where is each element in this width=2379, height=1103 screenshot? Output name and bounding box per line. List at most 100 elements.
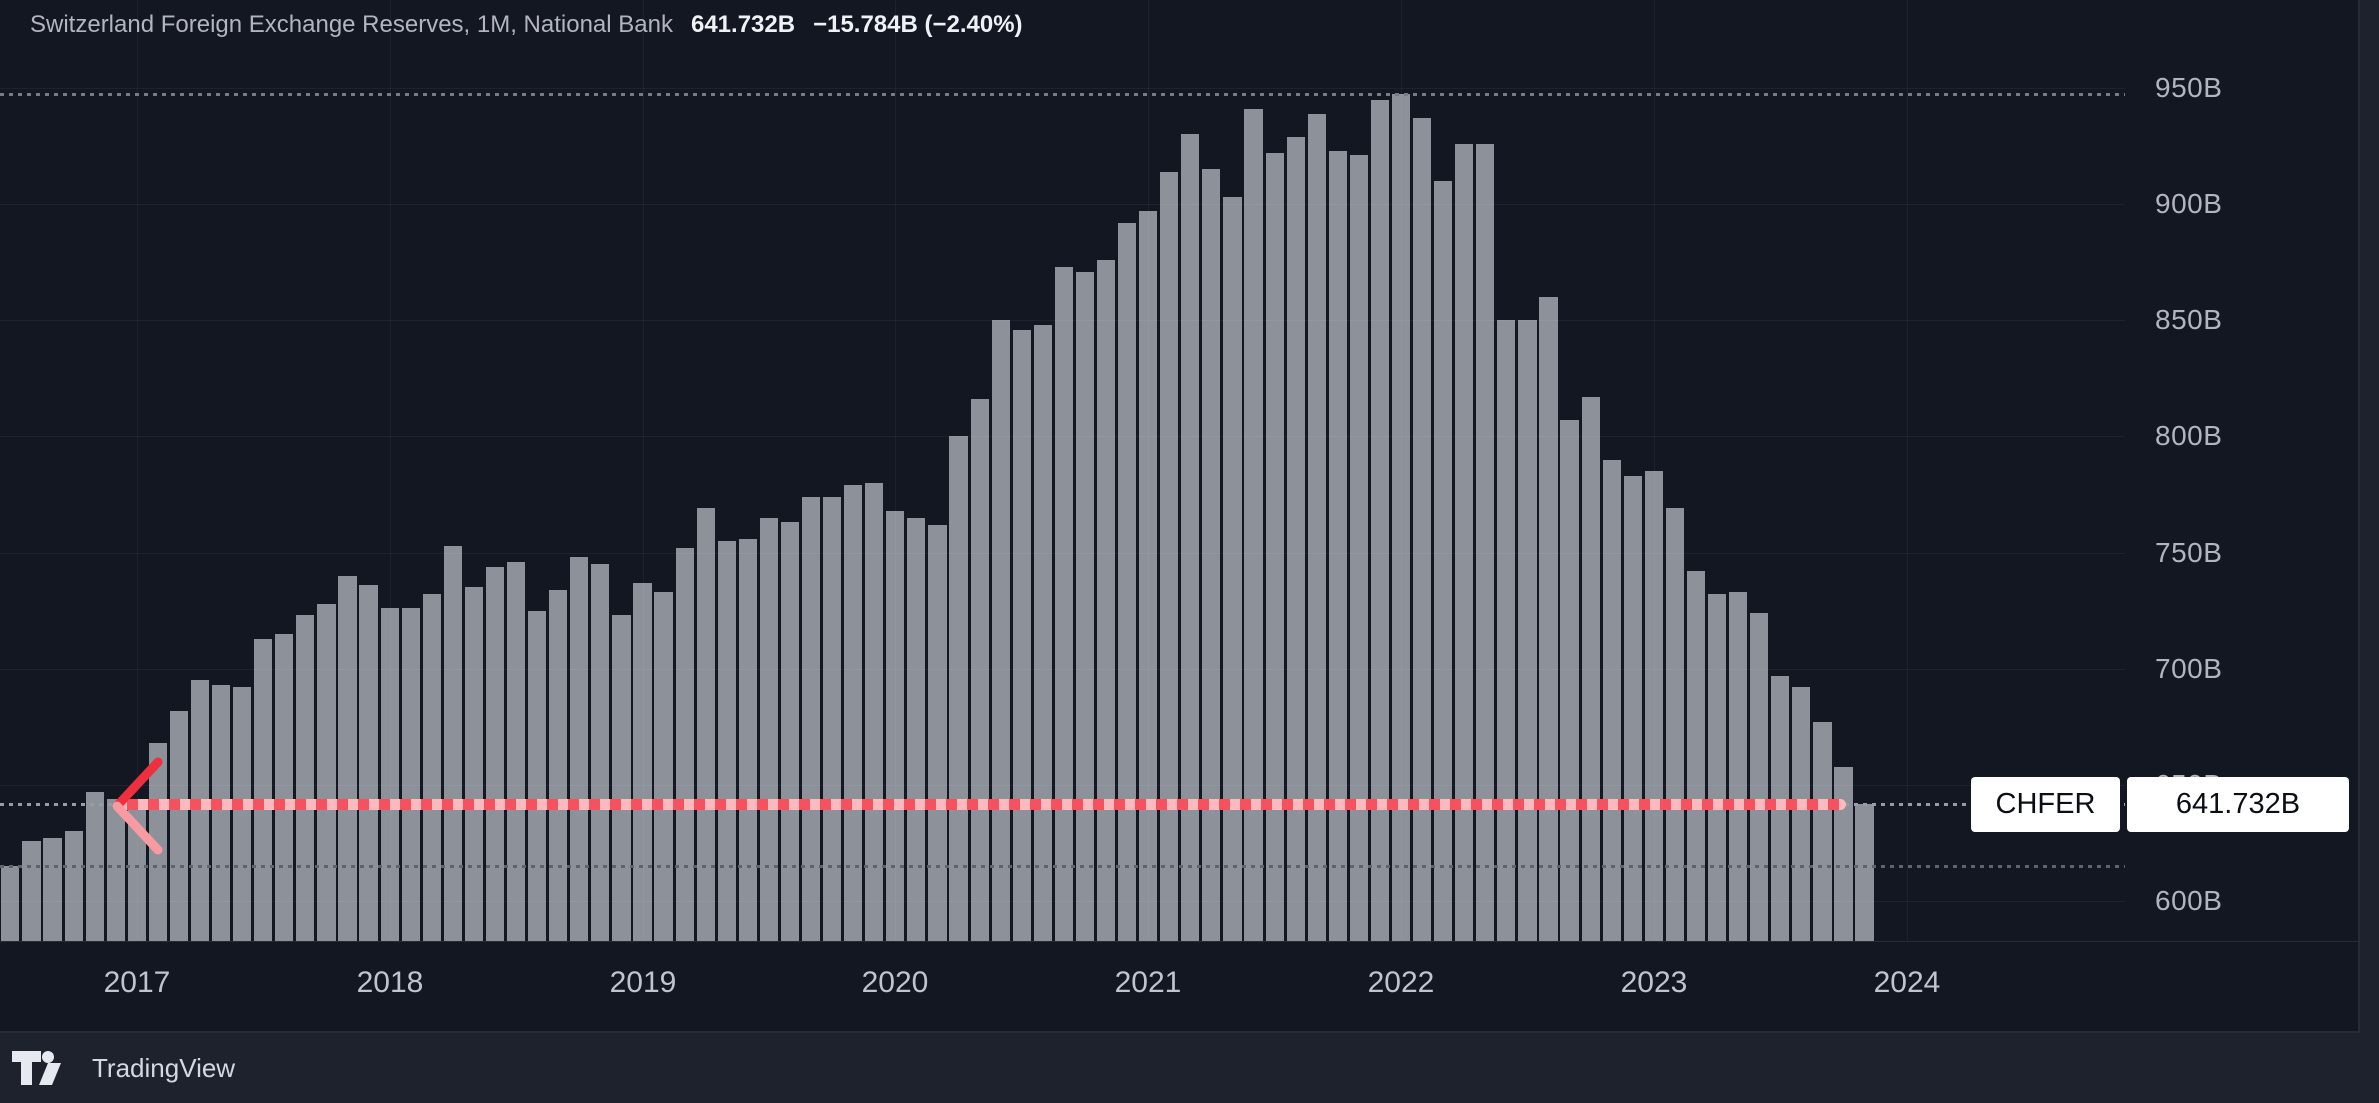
bar bbox=[1813, 722, 1832, 941]
bar bbox=[780, 522, 800, 941]
x-axis-label: 2022 bbox=[1367, 966, 1435, 999]
bar bbox=[212, 684, 231, 941]
bar bbox=[1, 866, 20, 941]
bar bbox=[1623, 475, 1642, 941]
y-gridline bbox=[0, 88, 2125, 89]
bar bbox=[865, 482, 884, 941]
bar bbox=[106, 798, 125, 941]
bar bbox=[1792, 687, 1811, 941]
y-gridline bbox=[0, 553, 2125, 554]
bar bbox=[43, 838, 62, 941]
y-gridline bbox=[0, 901, 2125, 902]
bar bbox=[1265, 153, 1284, 941]
bar bbox=[254, 638, 273, 941]
x-gridline bbox=[1907, 0, 1908, 941]
bar bbox=[485, 566, 505, 941]
bar bbox=[1160, 171, 1179, 941]
bar bbox=[928, 524, 947, 941]
bar bbox=[233, 687, 252, 941]
bar bbox=[380, 608, 399, 941]
bar bbox=[22, 840, 41, 941]
bar bbox=[1855, 804, 1874, 941]
y-axis-label: 850B bbox=[2155, 304, 2223, 335]
last-value: 641.732B bbox=[690, 11, 796, 38]
tradingview-logo-icon[interactable] bbox=[12, 1051, 78, 1085]
attribution-bar: TradingView bbox=[0, 1033, 2379, 1103]
bar bbox=[1054, 266, 1073, 941]
bar bbox=[1307, 113, 1326, 941]
high-dotted-line bbox=[0, 93, 2125, 96]
chart-legend[interactable]: Switzerland Foreign Exchange Reserves, 1… bbox=[30, 8, 1023, 42]
x-axis-label: 2023 bbox=[1620, 966, 1688, 999]
bar bbox=[886, 510, 905, 941]
bar bbox=[296, 615, 315, 941]
bar bbox=[464, 587, 484, 941]
bar bbox=[1096, 259, 1116, 941]
y-gridline bbox=[0, 669, 2125, 670]
bar bbox=[1455, 143, 1474, 941]
bar bbox=[64, 831, 83, 941]
bar bbox=[1539, 297, 1558, 941]
bar bbox=[1118, 222, 1137, 941]
bar bbox=[148, 743, 167, 941]
x-gridline bbox=[1148, 0, 1149, 941]
y-gridline bbox=[0, 785, 2125, 786]
low-dotted-line bbox=[0, 865, 2125, 868]
y-axis-label: 900B bbox=[2155, 188, 2223, 219]
left-arrow-icon bbox=[112, 757, 163, 855]
bar bbox=[1349, 155, 1368, 941]
y-axis-label: 700B bbox=[2155, 653, 2223, 684]
bar bbox=[1434, 180, 1453, 941]
bar bbox=[823, 496, 842, 941]
bar bbox=[675, 547, 694, 941]
bar bbox=[1075, 271, 1095, 941]
bar bbox=[1391, 94, 1411, 941]
x-axis-label: 2017 bbox=[103, 966, 171, 999]
x-axis-label: 2019 bbox=[609, 966, 677, 999]
bar bbox=[738, 538, 757, 941]
bar bbox=[970, 399, 989, 941]
bar bbox=[401, 608, 420, 941]
bar bbox=[1328, 150, 1347, 941]
bar bbox=[907, 517, 926, 941]
bar bbox=[1033, 324, 1052, 941]
tradingview-logo-text[interactable]: TradingView bbox=[92, 1052, 236, 1083]
bar bbox=[696, 508, 715, 941]
bar bbox=[1750, 612, 1769, 941]
change-value: −15.784B (−2.40%) bbox=[813, 11, 1023, 38]
x-gridline bbox=[390, 0, 391, 941]
bar bbox=[1834, 767, 1853, 941]
bar bbox=[717, 540, 736, 941]
bar bbox=[1602, 459, 1621, 941]
symbol-title[interactable]: Switzerland Foreign Exchange Reserves, 1… bbox=[30, 11, 673, 38]
bar bbox=[1707, 594, 1727, 941]
x-gridline bbox=[137, 0, 138, 941]
alert-line-dashes bbox=[117, 799, 1846, 810]
bar bbox=[1729, 592, 1748, 941]
bar bbox=[1370, 99, 1390, 941]
bar bbox=[991, 320, 1010, 941]
bar bbox=[801, 496, 821, 941]
bar bbox=[759, 517, 778, 941]
bar bbox=[317, 603, 336, 941]
bar bbox=[844, 485, 863, 941]
x-gridline bbox=[1401, 0, 1402, 941]
bar bbox=[528, 610, 547, 941]
bar bbox=[1686, 571, 1706, 941]
bar bbox=[1202, 169, 1221, 941]
y-axis-label: 800B bbox=[2155, 420, 2223, 451]
bar bbox=[1476, 143, 1495, 941]
x-gridline bbox=[1654, 0, 1655, 941]
y-gridline bbox=[0, 436, 2125, 437]
y-axis-label: 950B bbox=[2155, 72, 2223, 103]
bar bbox=[1139, 211, 1158, 941]
time-axis-border bbox=[0, 941, 2358, 942]
bar bbox=[422, 594, 441, 941]
alert-price-line[interactable] bbox=[117, 799, 1846, 810]
bar bbox=[506, 561, 526, 941]
bar bbox=[949, 436, 968, 941]
bar bbox=[190, 680, 210, 941]
x-axis-label: 2018 bbox=[356, 966, 424, 999]
bar bbox=[549, 589, 568, 941]
bar bbox=[1644, 471, 1663, 941]
